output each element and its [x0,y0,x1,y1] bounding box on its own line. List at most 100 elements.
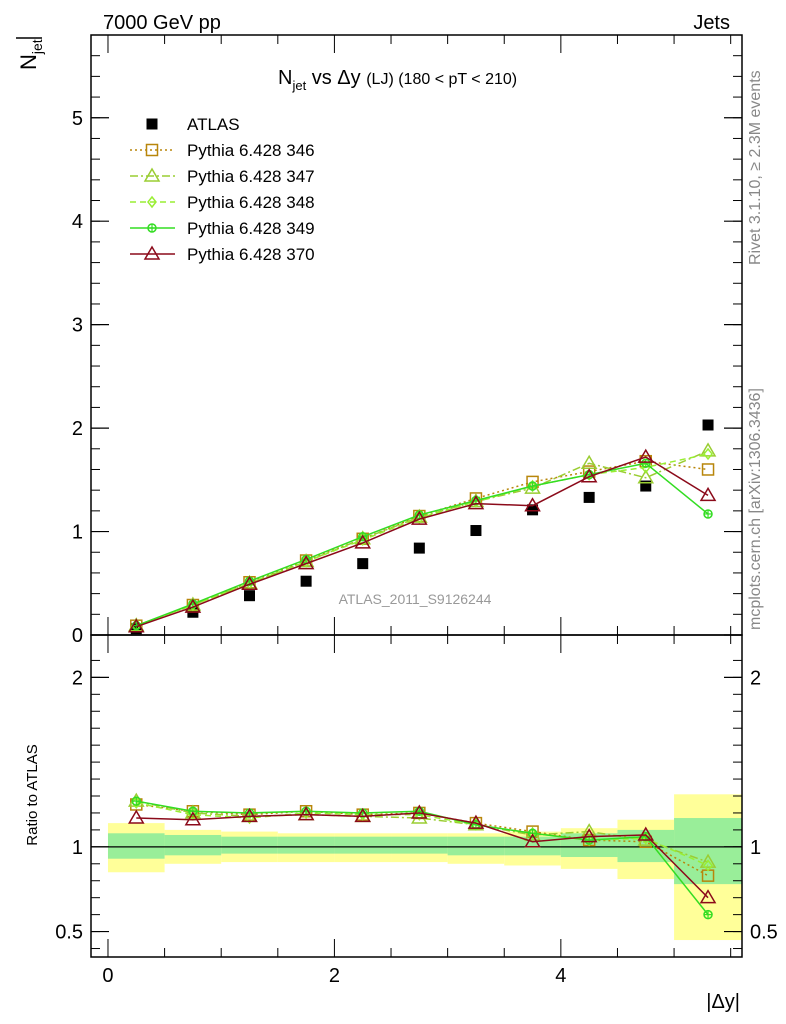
svg-text:Njet: Njet [16,39,45,70]
data-point [699,486,717,502]
legend-marker [143,167,161,182]
band-inner [674,818,742,885]
main-ytick-label: 0 [72,625,83,647]
ylabel-top-sub: jet [29,39,45,55]
data-point [701,463,715,476]
ratio-data-point [184,811,202,826]
main-title-sub: jet [291,78,306,93]
data-point [583,491,595,503]
ylabel-top-main: N [16,54,41,70]
ratio-data-point [703,859,713,872]
band-inner [107,833,165,859]
legend-entry-2: Pythia 6.428 347 [130,167,315,186]
ratio-ytick-label: 1 [72,837,83,859]
data-point [184,598,202,613]
ratio-plot: 0.5 0.5 1 1 2 2 0 2 4 [55,634,778,987]
main-ytick-label: 5 [72,108,83,130]
ratio-data-point [297,806,315,821]
ratio-data-point [637,826,655,841]
data-point [127,618,145,633]
ratio-data-point [131,796,142,806]
main-ytick-label: 4 [72,211,83,233]
legend-marker [147,195,157,209]
xtick-label: 0 [102,965,113,987]
main-title: Njet vs Δy (LJ) (180 < pT < 210) [278,67,517,93]
side-text-bottom: mcplots.cern.ch [arXiv:1306.3436] [747,388,764,630]
ratio-data-point [524,833,541,848]
ratio-data-point [699,889,717,904]
band-inner [164,834,222,856]
data-point [580,468,598,483]
ratio-ytick-label: 2 [72,667,83,689]
data-point [637,469,655,484]
ratio-data-point [584,833,595,847]
data-point [703,447,713,461]
ratio-data-point [703,909,713,920]
data-point [297,555,315,570]
data-point [413,542,425,554]
ratio-ytick-label-right: 1 [750,837,761,859]
legend-marker [145,143,159,157]
band-inner [334,836,392,854]
ylabel-ratio: Ratio to ATLAS [24,744,41,845]
data-point [244,590,256,602]
legend-label: Pythia 6.428 347 [187,167,315,186]
data-point [357,558,369,570]
legend-entry-0: ATLAS [146,115,240,134]
ratio-data-point [411,809,428,824]
band-inner [221,836,278,854]
main-ytick-label: 3 [72,315,83,337]
legend: ATLAS Pythia 6.428 346 Pythia 6.428 347 Pyt… [130,115,315,264]
legend-label: Pythia 6.428 349 [187,219,315,238]
ratio-data-point [354,807,372,823]
ratio-series-4 [127,804,717,904]
data-point [527,504,539,516]
ratio-data-point [127,809,145,824]
data-point [411,510,428,525]
xlabel: |Δy| [706,991,740,1013]
data-point [702,419,714,431]
series-line [136,456,709,628]
watermark: ATLAS_2011_S9126244 [339,591,492,607]
ratio-data-point [467,814,485,829]
xtick-label: 4 [555,965,566,987]
data-point [524,497,541,512]
band-inner [277,836,335,854]
ratio-ytick-label: 0.5 [55,922,83,944]
data-point [641,458,651,469]
legend-entry-1: Pythia 6.428 346 [130,141,315,160]
legend-marker [143,245,161,260]
ratio-frame [90,634,743,958]
data-point [241,575,258,591]
data-point [300,575,312,587]
ylabel-top: Njet [16,37,45,70]
data-point [703,509,713,519]
main-title-prefix: N [278,67,292,89]
header-left: 7000 GeV pp [103,12,221,34]
band-inner [447,836,505,856]
main-ytick-label: 2 [72,418,83,440]
legend-entry-3: Pythia 6.428 348 [130,193,315,212]
legend-entry-5: Pythia 6.428 370 [130,245,315,264]
side-text-top: Rivet 3.1.10, ≥ 2.3M events [747,70,764,265]
legend-marker [146,118,158,130]
ratio-data-point [580,828,598,843]
header-right: Jets [693,12,730,34]
ratio-ytick-label-right: 2 [750,667,761,689]
data-point [470,525,482,537]
legend-marker [147,223,157,233]
main-ytick-label: 1 [72,522,83,544]
xtick-label: 2 [329,965,340,987]
data-point [640,480,652,492]
legend-label: Pythia 6.428 370 [187,245,315,264]
data-point [354,534,372,549]
main-title-mid: vs Δy [306,67,366,89]
band-inner [391,836,448,854]
legend-label: Pythia 6.428 348 [187,193,315,212]
band-inner [504,836,561,856]
legend-label: Pythia 6.428 346 [187,141,315,160]
data-point [699,442,717,457]
main-title-small: (LJ) (180 < pT < 210) [366,71,517,88]
main-plot: 0 1 2 3 4 5 [72,34,743,647]
legend-entry-4: Pythia 6.428 349 [130,219,315,238]
